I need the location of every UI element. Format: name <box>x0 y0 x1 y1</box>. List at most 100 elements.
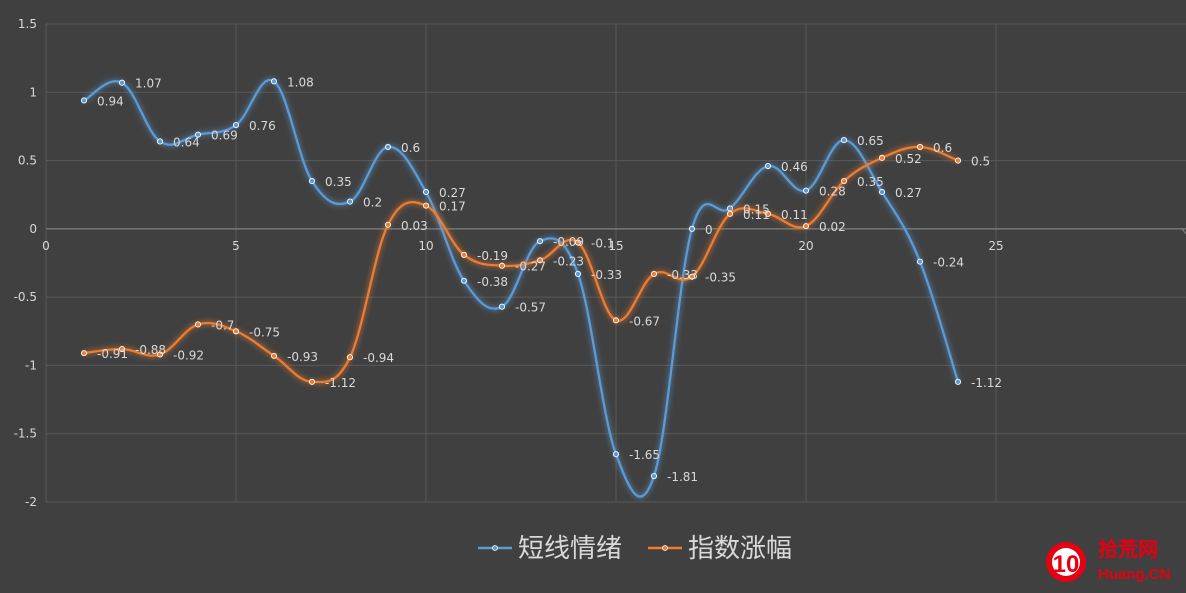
data-point-series-1 <box>688 225 696 232</box>
data-label-series-1: -0.24 <box>933 256 964 270</box>
data-point-series-1 <box>384 143 392 150</box>
legend-marker-series-2 <box>662 545 668 551</box>
data-point-series-2 <box>954 157 962 164</box>
y-tick-label: 0.5 <box>18 154 37 168</box>
data-label-series-2: -0.35 <box>705 271 736 285</box>
data-label-series-1: 0.15 <box>743 202 770 216</box>
data-label-series-1: 0.46 <box>781 160 808 174</box>
data-point-series-2 <box>916 143 924 150</box>
x-tick-label: 20 <box>798 239 813 253</box>
gridlines <box>45 23 1186 503</box>
data-label-series-1: 0.35 <box>325 175 352 189</box>
data-label-series-1: -1.81 <box>667 470 698 484</box>
data-point-series-1 <box>916 258 924 265</box>
data-point-series-1 <box>650 473 658 480</box>
data-point-series-2 <box>422 202 430 209</box>
data-point-series-2 <box>460 251 468 258</box>
logo-number: 10 <box>1053 551 1080 578</box>
data-point-series-1 <box>954 378 962 385</box>
data-point-series-1 <box>270 78 278 85</box>
y-tick-label: -2 <box>25 495 37 509</box>
data-label-series-2: -0.67 <box>629 314 660 328</box>
data-point-series-1 <box>574 270 582 277</box>
data-label-series-2: 0.6 <box>933 141 952 155</box>
data-label-series-2: 0.5 <box>971 155 990 169</box>
data-label-series-1: 1.07 <box>135 77 162 91</box>
data-point-series-1 <box>346 198 354 205</box>
data-point-series-2 <box>612 317 620 324</box>
data-point-series-1 <box>802 187 810 194</box>
data-label-series-1: -0.57 <box>515 301 546 315</box>
data-label-series-2: -0.92 <box>173 349 204 363</box>
series-line-1 <box>83 78 960 498</box>
x-tick-label: 5 <box>232 239 240 253</box>
data-label-series-1: -1.65 <box>629 448 660 462</box>
data-point-series-2 <box>80 350 88 357</box>
data-label-series-2: 0.52 <box>895 152 922 166</box>
data-point-series-1 <box>194 131 202 138</box>
data-label-series-2: 0.35 <box>857 175 884 189</box>
series-lines <box>80 78 962 498</box>
x-tick-label: 15 <box>608 239 623 253</box>
data-label-series-1: 0.69 <box>211 129 238 143</box>
data-point-series-2 <box>232 328 240 335</box>
data-point-series-1 <box>498 303 506 310</box>
data-point-series-1 <box>460 277 468 284</box>
data-label-series-1: 0 <box>705 223 713 237</box>
axis-end-tick <box>1181 228 1186 235</box>
data-label-series-1: 0.28 <box>819 185 846 199</box>
data-point-series-2 <box>802 223 810 230</box>
logo-inner-ring-icon <box>1052 548 1080 576</box>
data-point-series-2 <box>574 239 582 246</box>
data-point-series-2 <box>878 154 886 161</box>
y-tick-label: 1.5 <box>18 17 37 31</box>
data-label-series-2: -0.75 <box>249 325 280 339</box>
logo-en-text: Huang.CN <box>1098 566 1171 583</box>
data-point-series-1 <box>80 97 88 104</box>
data-point-series-1 <box>612 451 620 458</box>
data-point-series-1 <box>536 238 544 245</box>
data-point-series-2 <box>498 262 506 269</box>
data-label-series-2: 0.03 <box>401 219 428 233</box>
legend-item-series-2: 指数涨幅 <box>648 534 792 564</box>
y-tick-label: -1.5 <box>14 427 37 441</box>
data-point-series-1 <box>308 178 316 185</box>
data-label-series-1: 0.76 <box>249 119 276 133</box>
data-label-series-2: -0.88 <box>135 343 166 357</box>
data-label-series-1: 0.2 <box>363 196 382 210</box>
x-tick-label: 25 <box>988 239 1003 253</box>
data-point-series-2 <box>536 257 544 264</box>
legend-item-series-1: 短线情绪 <box>478 534 622 564</box>
data-label-series-1: 0.65 <box>857 134 884 148</box>
x-tick-label: 0 <box>42 239 50 253</box>
data-point-series-2 <box>118 345 126 353</box>
data-point-series-1 <box>422 188 430 196</box>
data-labels: 0.94 1.07 0.64 0.69 0.76 1.08 0.35 0.2 0.6 0.27 -0… <box>97 75 1002 484</box>
data-label-series-1: 0.94 <box>97 94 124 108</box>
y-tick-label: -1 <box>25 358 37 372</box>
data-label-series-1: 0.27 <box>439 186 466 200</box>
data-point-series-2 <box>270 352 278 359</box>
y-tick-label: 0 <box>29 222 37 236</box>
y-tick-label: -0.5 <box>14 290 37 304</box>
data-label-series-1: -0.38 <box>477 275 508 289</box>
data-point-series-1 <box>764 162 772 170</box>
legend: 短线情绪 指数涨幅 <box>478 534 792 564</box>
data-label-series-2: -0.7 <box>211 318 234 332</box>
data-label-series-2: 0.11 <box>743 208 770 222</box>
data-point-series-2 <box>346 354 354 361</box>
data-point-series-2 <box>726 210 734 217</box>
data-label-series-1: 0.27 <box>895 186 922 200</box>
data-label-series-2: -0.33 <box>667 268 698 282</box>
data-point-series-2 <box>194 321 202 328</box>
data-point-series-1 <box>232 122 240 129</box>
data-label-series-1: 1.08 <box>287 75 314 89</box>
data-point-series-2 <box>764 210 772 217</box>
data-point-series-2 <box>840 178 848 185</box>
legend-label-series-1: 短线情绪 <box>518 534 622 564</box>
data-point-series-1 <box>726 205 734 212</box>
data-label-series-1: 0.64 <box>173 135 200 149</box>
y-tick-label: 1 <box>29 85 37 99</box>
data-point-series-1 <box>118 79 126 86</box>
